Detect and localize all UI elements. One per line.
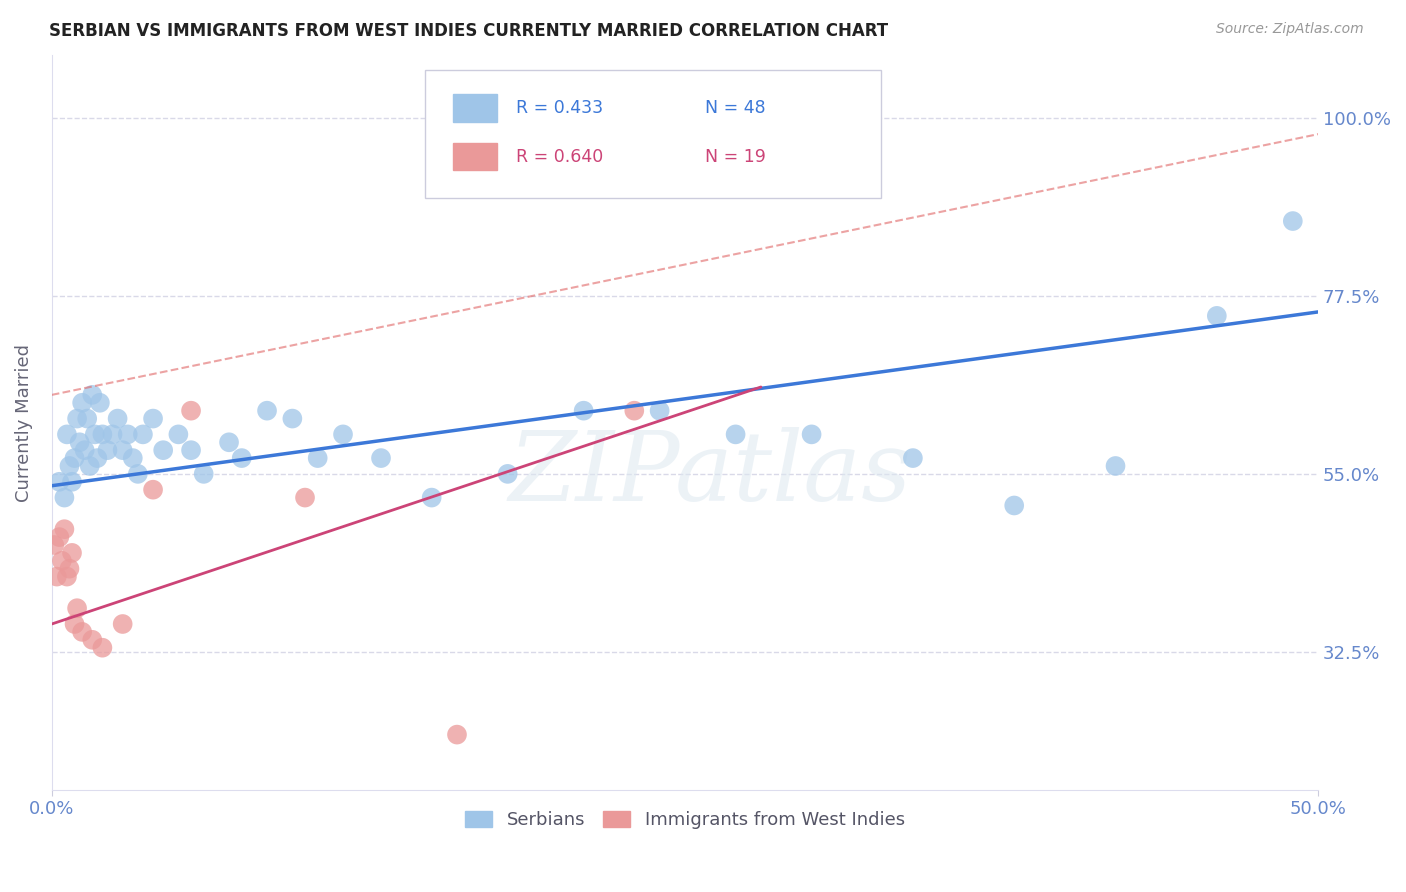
Point [420,491,443,505]
Point [44,538,66,552]
Point [107,411,129,425]
Point [800,427,823,442]
Point [101,427,124,442]
Point [76,411,98,425]
Bar [453,94,496,122]
Point [91,640,114,655]
Point [1104,458,1126,473]
Point [70,624,93,639]
Point [48,530,70,544]
Point [307,451,329,466]
Point [60,475,83,489]
Point [79,458,101,473]
Point [1205,309,1227,323]
Point [623,403,645,417]
Point [496,467,519,481]
Point [370,451,392,466]
Bar [453,143,496,170]
Point [142,483,165,497]
Point [82,632,104,647]
Point [117,427,139,442]
Text: Source: ZipAtlas.com: Source: ZipAtlas.com [1216,22,1364,37]
Point [86,451,108,466]
Point [152,443,174,458]
Point [127,467,149,481]
Point [60,546,83,560]
FancyBboxPatch shape [426,70,882,198]
Text: N = 19: N = 19 [706,147,766,166]
Point [69,435,91,450]
Point [218,435,240,450]
Point [83,427,105,442]
Point [193,467,215,481]
Text: N = 48: N = 48 [706,99,766,117]
Point [332,427,354,442]
Point [180,403,202,417]
Text: SERBIAN VS IMMIGRANTS FROM WEST INDIES CURRENTLY MARRIED CORRELATION CHART: SERBIAN VS IMMIGRANTS FROM WEST INDIES C… [49,22,889,40]
Point [96,443,118,458]
Point [73,443,96,458]
Text: R = 0.640: R = 0.640 [516,147,603,166]
Point [53,491,76,505]
Point [56,427,79,442]
Point [901,451,924,466]
Point [281,411,304,425]
Point [53,522,76,536]
Point [724,427,747,442]
Text: ZIPatlas: ZIPatlas [509,427,912,521]
Point [111,617,134,632]
Point [48,475,70,489]
Point [180,443,202,458]
Point [142,411,165,425]
Point [45,569,67,583]
Point [91,427,114,442]
Point [89,396,111,410]
Point [231,451,253,466]
Point [572,403,595,417]
Point [1281,214,1303,228]
Text: R = 0.433: R = 0.433 [516,99,603,117]
Legend: Serbians, Immigrants from West Indies: Serbians, Immigrants from West Indies [458,804,912,836]
Point [132,427,155,442]
Point [294,491,316,505]
Point [58,562,80,576]
Y-axis label: Currently Married: Currently Married [15,343,32,501]
Point [648,403,671,417]
Point [51,554,73,568]
Point [63,617,86,632]
Point [56,569,79,583]
Point [1002,499,1025,513]
Point [63,451,86,466]
Point [66,411,89,425]
Point [446,728,468,742]
Point [66,601,89,615]
Point [58,458,80,473]
Point [111,443,134,458]
Point [167,427,190,442]
Point [82,388,104,402]
Point [256,403,278,417]
Point [70,396,93,410]
Point [121,451,143,466]
